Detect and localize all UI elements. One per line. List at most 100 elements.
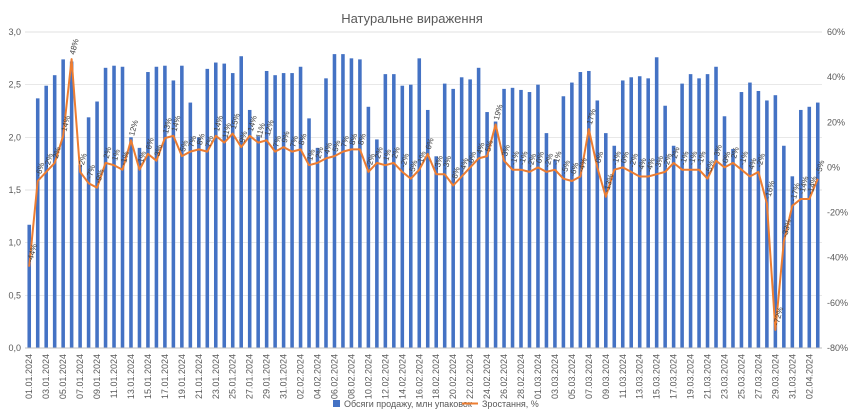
data-label: 8% (356, 132, 368, 145)
data-label: 14% (246, 115, 259, 133)
data-label: -2% (543, 152, 555, 168)
x-tick-label: 01.01.2024 (24, 354, 34, 399)
data-label: -1% (119, 150, 131, 166)
right-tick-label: -20% (827, 208, 848, 218)
bar (52, 75, 57, 348)
bar (120, 66, 125, 348)
x-tick-label: 23.01.2024 (211, 354, 221, 399)
bar (731, 148, 735, 348)
data-label: -1% (678, 150, 690, 166)
left-axis: 0,0 0,5 1,0 1,5 2,0 2,5 3,0 (8, 27, 21, 353)
data-labels: -44%-6%-2%2%14%48%-2%-7%-9%2%1%-1%12%-1%… (25, 38, 826, 327)
data-label: 5% (483, 139, 495, 152)
data-label: 5% (331, 139, 343, 152)
bar (222, 63, 227, 348)
left-tick-label: 1,5 (8, 185, 21, 195)
x-tick-label: 22.02.2024 (465, 354, 475, 399)
bar (553, 159, 557, 348)
bar (86, 117, 91, 348)
x-tick-label: 15.01.2024 (143, 354, 153, 399)
bar (697, 78, 701, 348)
bar (256, 136, 260, 348)
bar (315, 147, 320, 348)
bar (332, 54, 337, 349)
x-tick-label: 03.01.2024 (41, 354, 51, 399)
x-tick-label: 19.03.2024 (686, 354, 696, 399)
data-label: 19% (492, 103, 505, 121)
bar (459, 77, 464, 348)
left-tick-label: 2,5 (8, 80, 21, 90)
bar (587, 70, 591, 349)
x-tick-label: 18.02.2024 (431, 354, 441, 399)
right-tick-label: 20% (827, 117, 845, 127)
bar (476, 67, 481, 349)
data-label: 5% (178, 139, 190, 152)
bar (790, 176, 795, 348)
data-label: -4% (458, 157, 470, 173)
bar (544, 133, 549, 348)
bar (383, 74, 388, 348)
data-label: 6% (424, 137, 436, 150)
bar (146, 72, 150, 348)
bar (536, 84, 540, 349)
data-label: -1% (611, 150, 623, 166)
chart-title: Натуральне вираження (341, 11, 483, 26)
data-label: -1% (695, 150, 707, 166)
data-label: -5% (704, 159, 716, 175)
bar (44, 85, 48, 348)
data-label: 3% (153, 144, 165, 157)
bar (468, 79, 472, 349)
x-tick-label: 03.03.2024 (550, 354, 560, 399)
data-label: -3% (653, 155, 665, 171)
legend-bar-swatch (333, 400, 340, 407)
bar (815, 102, 820, 348)
x-tick-label: 05.01.2024 (58, 354, 68, 399)
bar (273, 75, 277, 348)
bar (78, 164, 82, 348)
data-label: 3% (500, 144, 512, 157)
bar (205, 68, 210, 348)
x-tick-label: 15.03.2024 (652, 354, 662, 399)
data-label: 8% (195, 132, 207, 145)
right-axis: -80% -60% -40% -20% 0% 20% 40% 60% (827, 27, 848, 353)
bar (154, 66, 159, 348)
bar (799, 109, 803, 349)
x-tick-label: 23.03.2024 (720, 354, 730, 399)
data-label: -1% (136, 150, 148, 166)
bar (654, 57, 659, 348)
data-label: 6% (144, 137, 156, 150)
bar (375, 139, 379, 348)
x-tick-label: 07.03.2024 (584, 354, 594, 399)
data-label: -1% (551, 150, 563, 166)
bar (722, 116, 727, 349)
x-tick-label: 16.02.2024 (414, 354, 424, 399)
legend-bar-label: Обсяги продажу, млн упаковок (344, 399, 472, 409)
x-tick-label: 29.03.2024 (770, 354, 780, 399)
data-label: 2% (373, 146, 385, 159)
bar (35, 98, 40, 348)
legend: Обсяги продажу, млн упаковок Зростання, … (333, 399, 539, 409)
data-label: 4% (322, 141, 334, 154)
data-label: 13% (161, 117, 174, 135)
bar (137, 147, 142, 348)
x-tick-label: 14.02.2024 (397, 354, 407, 399)
x-tick-label: 17.01.2024 (160, 354, 170, 399)
data-label: 7% (187, 135, 199, 148)
bar (637, 76, 642, 349)
data-label: -6% (34, 161, 46, 177)
bar (671, 145, 676, 348)
bar (324, 78, 328, 348)
bar (663, 105, 667, 348)
bar (604, 133, 608, 348)
data-label: 2% (51, 146, 63, 159)
left-tick-label: 3,0 (8, 27, 21, 37)
data-label: 7% (271, 135, 283, 148)
data-label: -2% (365, 152, 377, 168)
data-label: 7% (288, 135, 300, 148)
left-tick-label: 0,0 (8, 343, 21, 353)
bar (485, 112, 489, 348)
bar (188, 102, 193, 348)
data-label: 14% (170, 115, 183, 133)
x-tick-label: 31.03.2024 (787, 354, 797, 399)
